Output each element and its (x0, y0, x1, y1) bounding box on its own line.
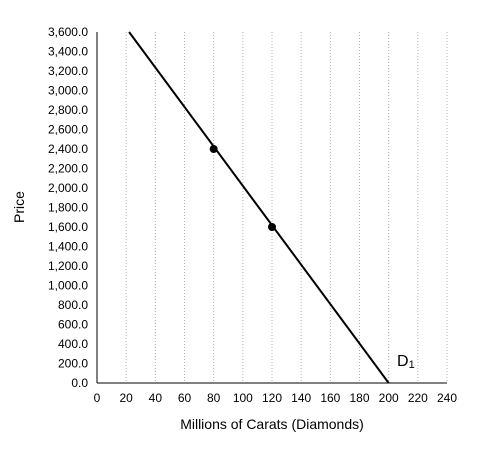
series-label-sub: 1 (409, 359, 415, 371)
y-tick-label: 3,000.0 (48, 84, 88, 98)
x-tick-label: 120 (262, 391, 282, 405)
y-tick-label: 0.0 (71, 376, 88, 390)
series (128, 31, 390, 384)
x-tick-label: 180 (349, 391, 369, 405)
x-tick-label: 40 (149, 391, 163, 405)
series-label-main: D (397, 353, 409, 370)
y-tick-label: 2,600.0 (48, 123, 88, 137)
y-tick-label: 2,400.0 (48, 142, 88, 156)
series-label-d1: D1 (397, 353, 415, 371)
x-axis-title: Millions of Carats (Diamonds) (180, 416, 364, 432)
x-tick-label: 100 (233, 391, 253, 405)
y-tick-label: 2,200.0 (48, 162, 88, 176)
x-tick-label: 220 (408, 391, 428, 405)
grid-lines (125, 32, 448, 383)
y-tick-label: 2,800.0 (48, 103, 88, 117)
markers (209, 145, 276, 231)
y-tick-label: 600.0 (58, 318, 88, 332)
data-point-marker (209, 145, 218, 153)
y-tick-label: 1,800.0 (48, 201, 88, 215)
data-point-marker (268, 223, 276, 231)
y-tick-label: 1,000.0 (48, 279, 88, 293)
x-tick-label: 140 (291, 391, 311, 405)
series-line-d1 (128, 31, 390, 384)
y-tick-label: 800.0 (58, 298, 88, 312)
y-tick-labels: 0.0 200.0 400.0 600.0 800.0 1,000.0 1,200.0 1,4… (48, 25, 88, 390)
x-tick-labels: 0 20 40 60 80 100 120 140 160 180 200 220 240 (94, 391, 458, 405)
x-tick-label: 80 (207, 391, 221, 405)
x-tick-label: 200 (379, 391, 399, 405)
x-tick-label: 160 (320, 391, 340, 405)
y-tick-label: 1,600.0 (48, 220, 88, 234)
x-tick-label: 20 (119, 391, 133, 405)
y-tick-label: 3,200.0 (48, 64, 88, 78)
y-tick-label: 1,400.0 (48, 240, 88, 254)
y-tick-label: 2,000.0 (48, 181, 88, 195)
y-tick-label: 1,200.0 (48, 259, 88, 273)
x-tick-label: 60 (178, 391, 192, 405)
x-tick-label: 240 (437, 391, 457, 405)
y-tick-label: 3,400.0 (48, 45, 88, 59)
y-tick-label: 3,600.0 (48, 25, 88, 39)
y-tick-label: 400.0 (58, 337, 88, 351)
y-axis-title: Price (11, 191, 27, 223)
y-tick-label: 200.0 (58, 357, 88, 371)
axes (96, 32, 447, 384)
x-tick-label: 0 (94, 391, 101, 405)
